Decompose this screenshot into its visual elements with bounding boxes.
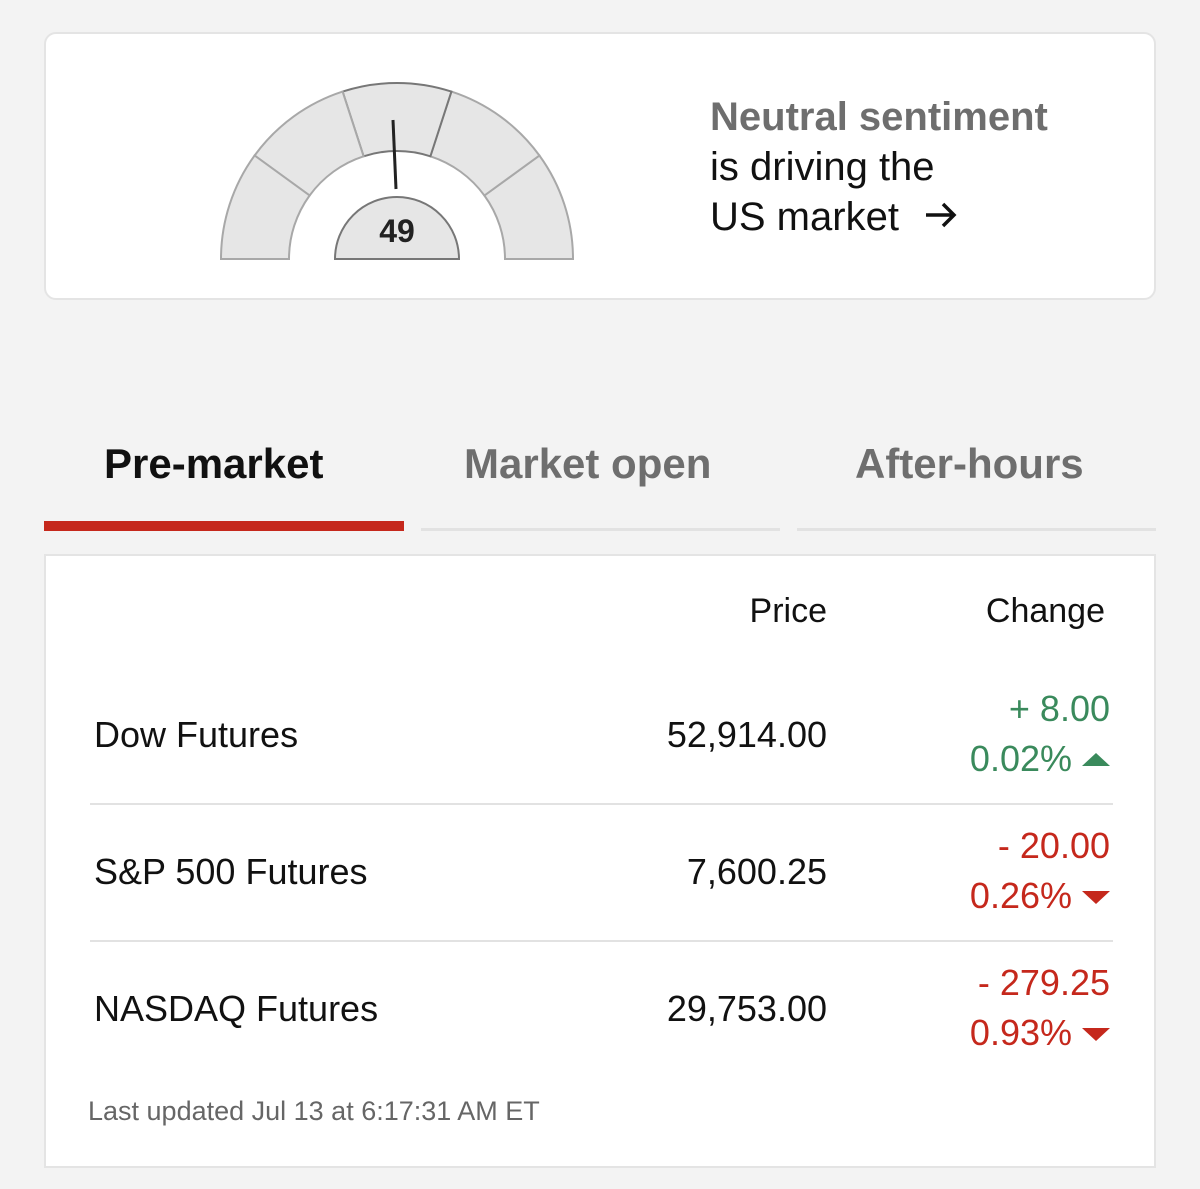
row-name: Dow Futures [94,714,299,755]
gauge-segment [341,82,453,158]
gauge-segment [483,154,575,260]
row-change: + 8.00 [1008,688,1110,729]
tab-underline [421,528,780,531]
sentiment-card[interactable]: 49 Neutral sentiment is driving the US m… [44,32,1156,300]
tab-underline [797,528,1156,531]
direction-icon [1082,889,1110,910]
arrow-icon [926,202,957,228]
gauge-segment [253,90,365,197]
column-header: Change [985,592,1105,630]
row-percent: 0.26% [969,875,1072,916]
tab[interactable]: Pre-market [104,440,324,487]
active-tab-underline [44,521,404,531]
row-price: 29,753.00 [666,988,827,1029]
gauge-value: 49 [379,213,415,249]
column-header: Price [749,592,827,630]
needle [391,119,398,190]
sentiment-text[interactable]: Neutral sentiment is driving the US mark… [710,92,1048,242]
headline: Neutral sentiment [710,95,1048,139]
value-badge [333,196,461,260]
row-price: 7,600.25 [686,851,827,892]
row-name: S&P 500 Futures [94,851,368,892]
tab[interactable]: Market open [464,440,712,487]
row-price: 52,914.00 [666,714,827,755]
row-divider [90,940,1113,942]
futures-table: Price Change Last updated Jul 13 at 6:17… [44,554,1156,1168]
gauge-segment [429,90,541,197]
text-line: is driving the [710,145,935,189]
row-percent: 0.02% [969,738,1072,779]
row-percent: 0.93% [969,1012,1072,1053]
direction-icon [1082,752,1110,773]
direction-icon [1082,1026,1110,1047]
gauge: 49 [219,82,575,260]
row-name: NASDAQ Futures [94,988,379,1029]
row-change: - 20.00 [997,825,1110,866]
gauge-segment [219,154,311,260]
row-change: - 279.25 [977,962,1110,1003]
last-updated: Last updated Jul 13 at 6:17:31 AM ET [88,1096,540,1126]
text-line: US market [710,195,899,239]
tab[interactable]: After-hours [855,440,1084,487]
row-divider [90,803,1113,805]
